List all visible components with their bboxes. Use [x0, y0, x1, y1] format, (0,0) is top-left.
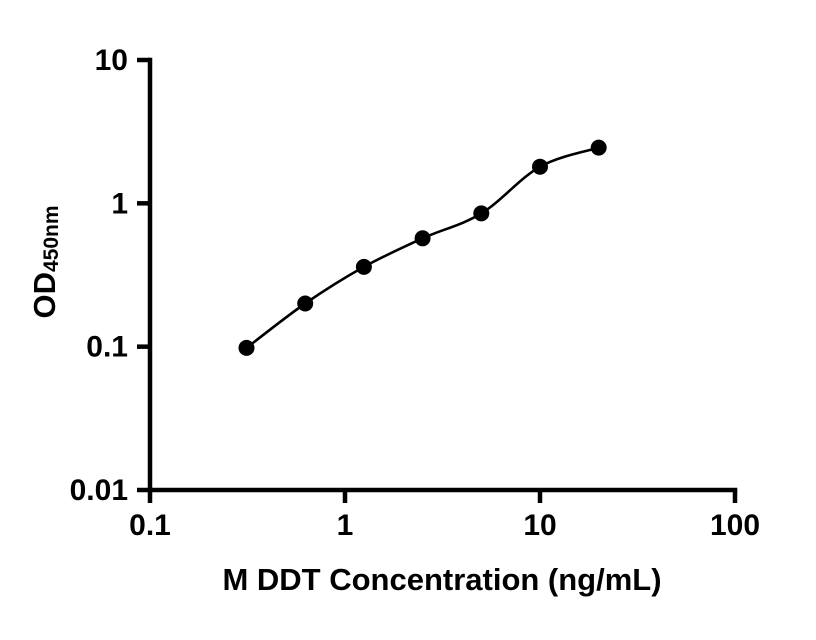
axes	[147, 57, 738, 493]
y-axis-title-main: OD	[27, 272, 62, 319]
x-axis-title: M DDT Concentration (ng/mL)	[222, 562, 661, 597]
data-point	[238, 339, 255, 356]
data-point	[414, 230, 431, 247]
y-axis-title: OD450nm	[27, 205, 63, 318]
y-tick-label: 10	[95, 44, 128, 77]
data-point	[297, 295, 314, 312]
y-axis-ticks: 0.01 0.1 1 10	[70, 44, 150, 507]
y-tick-label: 1	[111, 187, 128, 220]
y-tick-label: 0.1	[86, 331, 128, 364]
data-point	[532, 158, 548, 175]
x-tick-label: 1	[337, 509, 354, 542]
y-axis-title-sub: 450nm	[40, 205, 63, 272]
x-tick-label: 10	[523, 509, 556, 542]
data-points-group	[238, 139, 607, 356]
x-tick-label: 0.1	[129, 509, 171, 542]
fit-curve	[245, 146, 600, 349]
x-tick-label: 100	[710, 509, 760, 542]
y-tick-label: 0.01	[70, 474, 128, 507]
data-point	[473, 205, 490, 222]
fit-curve-group	[245, 146, 600, 349]
data-point	[590, 139, 607, 156]
x-axis-ticks: 0.1 1 10 100	[129, 490, 760, 542]
data-point	[355, 258, 372, 275]
